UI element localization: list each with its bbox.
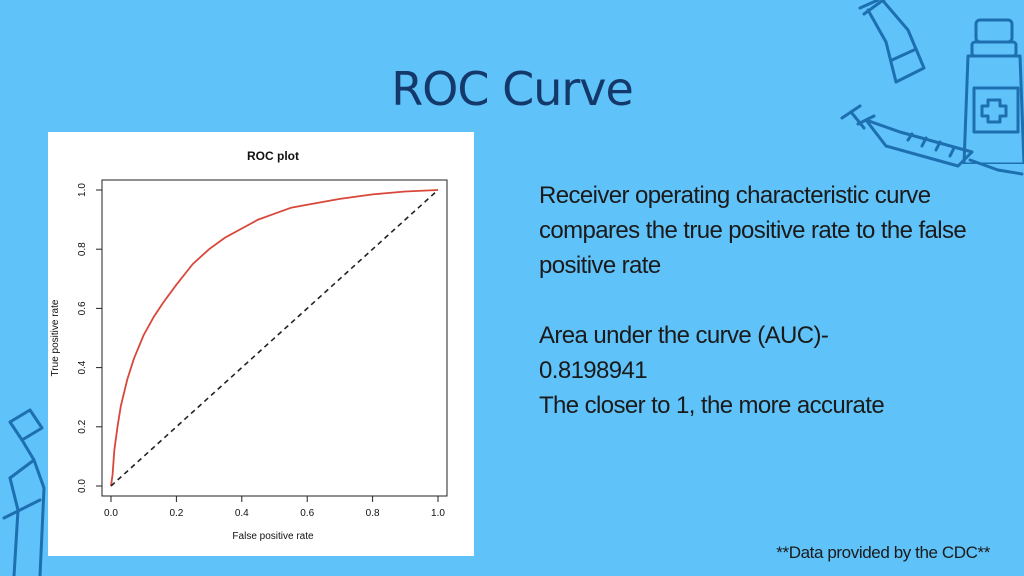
reference-diagonal-line xyxy=(110,189,439,487)
description-block: Receiver operating characteristic curve … xyxy=(539,178,979,423)
y-tick-label: 0.2 xyxy=(77,419,88,433)
medicine-bottle-icon xyxy=(962,18,1024,164)
y-axis-label: True positive rate xyxy=(50,299,61,376)
syringe-icon xyxy=(840,104,1024,176)
x-tick-label: 0.8 xyxy=(366,508,380,519)
flask-icon xyxy=(858,0,926,84)
roc-chart-svg: ROC plot 0.0 0.2 0.4 0.6 0.8 1.00.00.20.40.60… xyxy=(50,149,448,542)
x-tick-label: 0.0 xyxy=(104,508,118,519)
y-tick-label: 1.0 xyxy=(77,183,88,197)
page-title: ROC Curve xyxy=(391,62,634,116)
axes: 0.0 0.2 0.4 0.6 0.8 1.0 0.0 0.2 0.4 0.6 0.8 1.0 xyxy=(77,183,445,519)
y-tick-label: 0.8 xyxy=(77,242,88,256)
x-tick-label: 1.0 xyxy=(431,508,445,519)
auc-value: 0.8198941 xyxy=(539,357,648,384)
auc-label: Area under the curve (AUC)- xyxy=(539,322,829,349)
spray-bottle-icon xyxy=(2,408,46,576)
x-tick-label: 0.2 xyxy=(169,508,183,519)
chart-title: ROC plot xyxy=(247,149,299,163)
series-layer xyxy=(110,189,439,487)
roc-curve-line xyxy=(110,189,439,487)
roc-chart: ROC plot 0.0 0.2 0.4 0.6 0.8 1.0 0.0 0.2 0.4 0.6 0… xyxy=(48,132,474,556)
x-axis-label: False positive rate xyxy=(232,531,314,542)
x-tick-label: 0.6 xyxy=(300,508,314,519)
y-tick-label: 0.4 xyxy=(77,360,88,374)
accuracy-note: The closer to 1, the more accurate xyxy=(539,392,885,419)
description-text: Receiver operating characteristic curve … xyxy=(539,182,967,279)
y-tick-label: 0.6 xyxy=(77,301,88,315)
x-tick-label: 0.4 xyxy=(235,508,249,519)
y-tick-label: 0.0 xyxy=(77,479,88,493)
footer-note: **Data provided by the CDC** xyxy=(776,543,990,562)
